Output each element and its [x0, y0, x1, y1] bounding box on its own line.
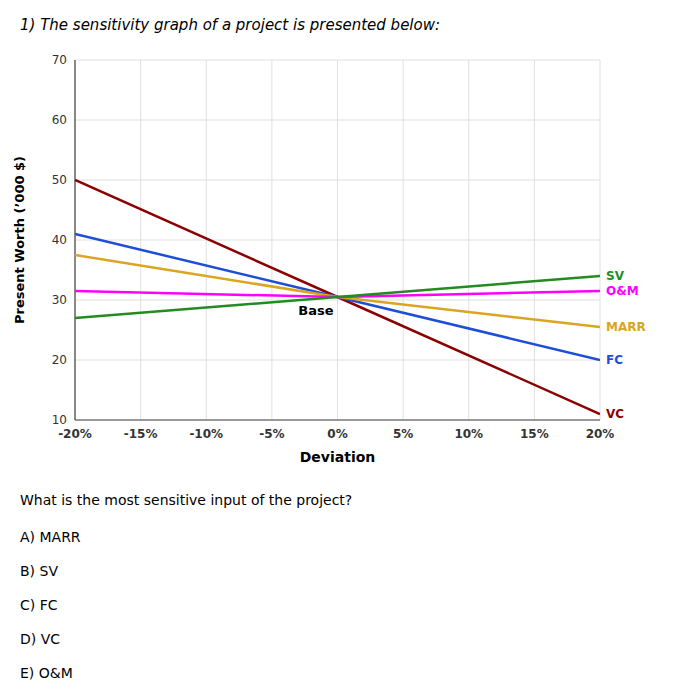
series-label: VC [606, 407, 624, 421]
answer: B) SV [20, 563, 58, 579]
series-label: FC [606, 353, 623, 367]
series-line [75, 255, 600, 327]
grid-line [140, 60, 141, 420]
answer: E) O&M [20, 665, 73, 681]
y-axis-label: Present Worth (’000 $) [12, 156, 27, 324]
x-tick-label: -20% [58, 427, 92, 441]
x-tick-label: 15% [520, 427, 549, 441]
y-tick-label: 10 [52, 413, 67, 427]
series-line [75, 276, 600, 318]
x-tick-label: -15% [124, 427, 158, 441]
x-tick-label: -10% [189, 427, 223, 441]
series-line [75, 234, 600, 360]
grid [75, 60, 600, 420]
grid-line [337, 60, 338, 420]
grid-line [75, 60, 76, 420]
y-tick-label: 60 [52, 113, 67, 127]
grid-line [271, 60, 272, 420]
answer: C) FC [20, 597, 58, 613]
x-tick-label: 20% [586, 427, 615, 441]
y-tick-label: 70 [52, 53, 67, 67]
chart: 1) The sensitivity graph of a project is… [0, 0, 677, 700]
answer: D) VC [20, 631, 60, 647]
x-tick-label: 10% [454, 427, 483, 441]
y-tick-label: 50 [52, 173, 67, 187]
annotation: Base [298, 303, 333, 318]
x-tick-label: -5% [259, 427, 284, 441]
y-tick-label: 40 [52, 233, 67, 247]
y-axis [74, 60, 75, 420]
x-tick-label: 5% [393, 427, 413, 441]
title: 1) The sensitivity graph of a project is… [20, 16, 440, 34]
grid-line [403, 60, 404, 420]
x-tick-label: 0% [327, 427, 347, 441]
series-label: O&M [606, 284, 639, 298]
grid-line [600, 60, 601, 420]
series-label: MARR [606, 320, 646, 334]
series-line [75, 180, 600, 414]
grid-line [468, 60, 469, 420]
x-axis [75, 419, 600, 420]
y-tick-label: 20 [52, 353, 67, 367]
lines [75, 180, 600, 414]
x-axis-label: Deviation [300, 449, 376, 465]
y-tick-label: 30 [52, 293, 67, 307]
grid-line [75, 420, 600, 421]
series-label: SV [606, 269, 625, 283]
answer: A) MARR [20, 529, 81, 545]
grid-line [534, 60, 535, 420]
question: What is the most sensitive input of the … [20, 492, 352, 508]
